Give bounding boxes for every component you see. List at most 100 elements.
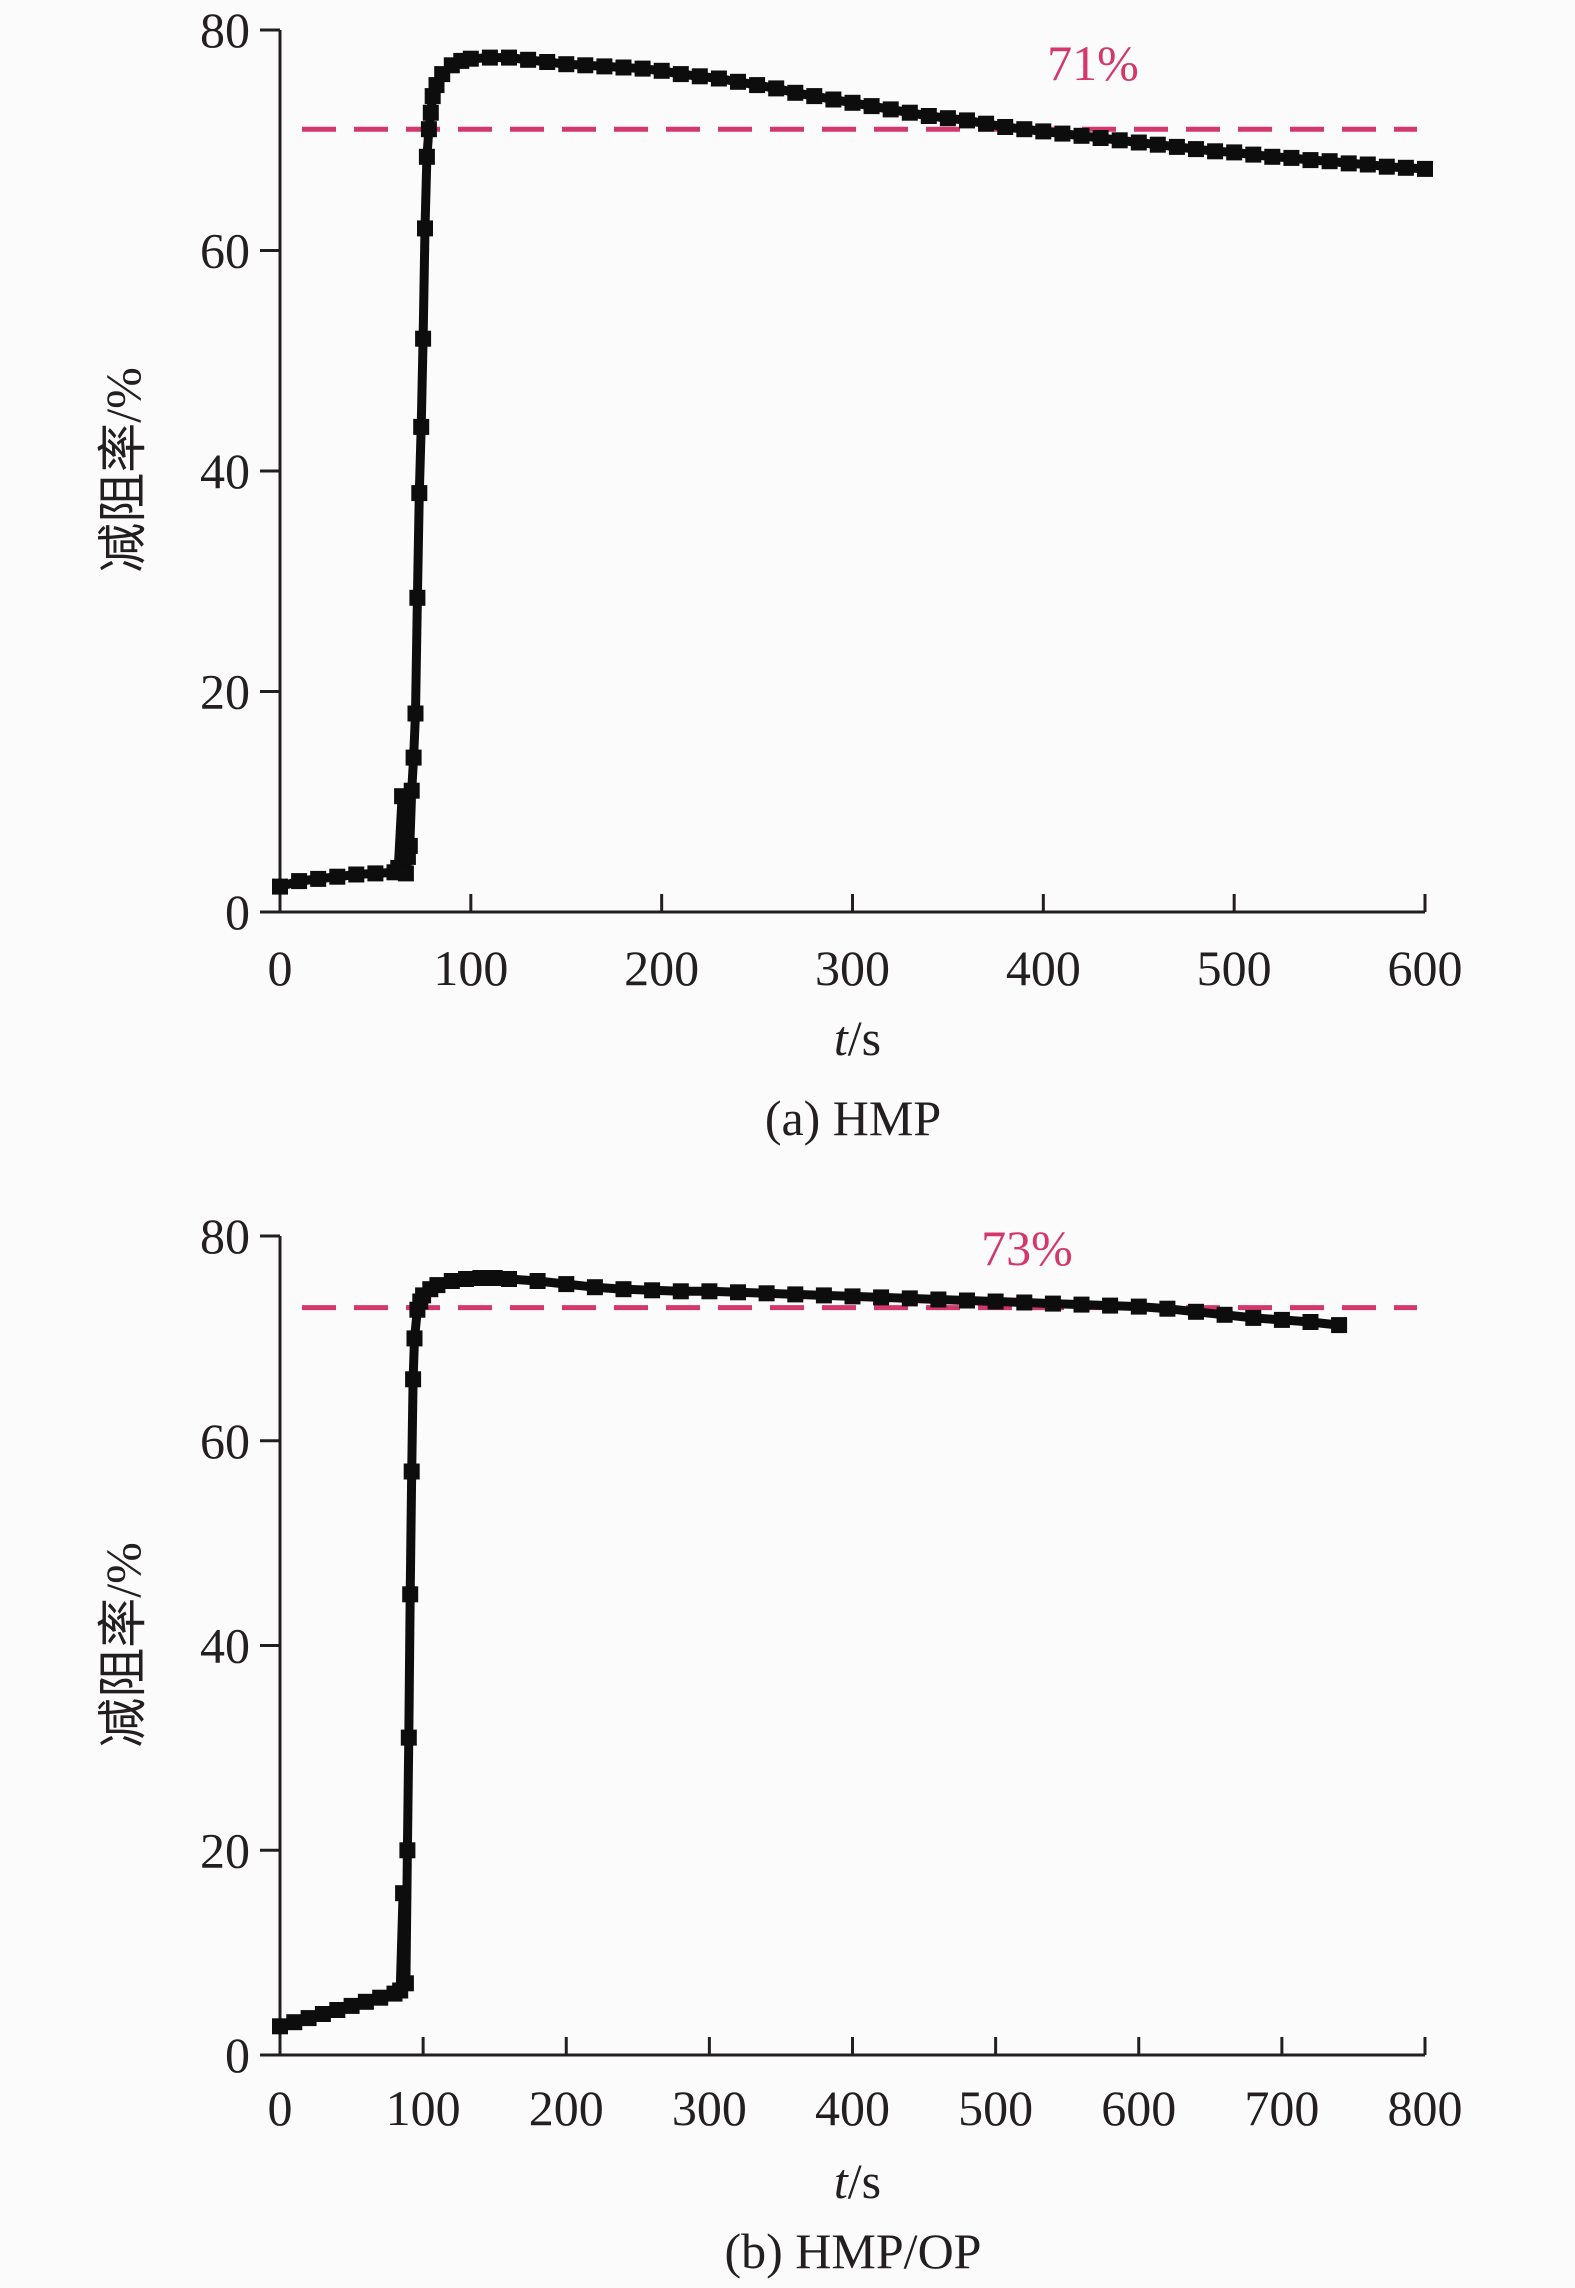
data-point <box>1245 146 1262 163</box>
data-point <box>873 1289 890 1306</box>
data-point <box>987 1293 1004 1310</box>
data-point <box>272 2018 288 2035</box>
x-tick-label: 500 <box>1197 940 1272 996</box>
data-point <box>558 56 575 73</box>
data-point <box>418 148 435 165</box>
data-point <box>272 878 288 895</box>
data-point <box>815 1287 832 1304</box>
data-point <box>901 1290 918 1307</box>
x-axis-title: t/s <box>834 2153 881 2209</box>
data-point <box>397 865 414 882</box>
x-axis-title-unit: /s <box>848 2153 881 2209</box>
data-point <box>291 873 308 890</box>
data-point <box>1378 158 1395 175</box>
chart-caption: (b) HMP/OP <box>725 2223 982 2279</box>
y-tick-label: 40 <box>200 443 250 499</box>
data-point <box>397 1975 414 1992</box>
x-tick-label: 500 <box>958 2080 1033 2136</box>
data-point <box>1216 1306 1233 1323</box>
data-point <box>529 1273 546 1289</box>
data-point <box>1016 121 1033 138</box>
data-point <box>1331 1317 1348 1334</box>
data-point <box>314 2006 331 2022</box>
data-point <box>1188 141 1204 158</box>
data-point <box>329 2002 346 2018</box>
data-point <box>1035 123 1052 140</box>
data-point <box>402 1586 419 1603</box>
data-point <box>882 101 899 118</box>
data-point <box>768 80 785 97</box>
x-tick-label: 600 <box>1101 2080 1176 2136</box>
y-tick-label: 0 <box>225 884 250 940</box>
y-tick-label: 20 <box>200 664 250 720</box>
data-point <box>420 121 437 138</box>
data-point <box>286 2014 303 2031</box>
reference-line-label: 73% <box>981 1220 1073 1276</box>
data-point <box>429 1277 446 1294</box>
data-point <box>1073 127 1090 144</box>
data-point <box>458 1271 475 1287</box>
data-point <box>310 870 327 887</box>
y-tick-label: 60 <box>200 223 250 279</box>
data-point <box>300 2010 317 2027</box>
data-point <box>1044 1295 1061 1312</box>
y-tick-label: 80 <box>200 1208 250 1264</box>
data-point <box>844 94 861 111</box>
data-point <box>672 66 689 83</box>
data-point <box>1159 1300 1176 1317</box>
data-point <box>539 54 556 70</box>
x-tick-label: 300 <box>815 940 890 996</box>
data-point <box>1273 1311 1290 1328</box>
data-point <box>959 112 975 129</box>
data-point <box>920 108 937 124</box>
x-tick-label: 700 <box>1244 2080 1319 2136</box>
data-point <box>586 1279 603 1296</box>
data-point <box>399 1842 416 1859</box>
x-tick-label: 300 <box>672 2080 747 2136</box>
data-point <box>672 1283 689 1300</box>
data-point <box>644 1282 661 1299</box>
data-point <box>930 1291 947 1308</box>
chart-panel-a: 0 20 40 60 80 0 100 200 300 400 500 600 减阻率/% t/s (a) … <box>95 2 1463 1146</box>
y-tick-label: 20 <box>200 1822 250 1878</box>
data-point <box>1283 149 1300 166</box>
data-point <box>357 1993 374 2010</box>
data-point <box>501 1271 517 1287</box>
data-point <box>367 865 384 882</box>
data-point <box>787 1286 804 1303</box>
data-point <box>997 119 1014 135</box>
data-point <box>577 57 594 74</box>
chart-caption: (a) HMP <box>765 1090 941 1146</box>
data-point <box>1207 143 1224 160</box>
data-point <box>1245 1309 1262 1326</box>
data-point <box>787 84 804 101</box>
data-point <box>615 59 632 76</box>
data-point <box>1130 1298 1147 1315</box>
x-axis-title-variable: t <box>834 1010 849 1066</box>
data-point <box>653 62 670 79</box>
data-point <box>1102 1297 1119 1314</box>
data-point <box>403 782 420 799</box>
data-point <box>1417 160 1433 177</box>
x-tick-label: 100 <box>433 940 508 996</box>
data-point <box>634 60 651 77</box>
data-point <box>730 1284 746 1301</box>
data-point <box>406 1330 423 1347</box>
data-point <box>596 58 613 75</box>
data-point <box>405 1371 422 1388</box>
x-tick-label: 600 <box>1388 940 1463 996</box>
data-point <box>411 485 428 502</box>
data-point <box>749 77 766 94</box>
data-point <box>401 837 418 854</box>
y-tick-label: 40 <box>200 1618 250 1674</box>
data-point <box>343 1997 360 2014</box>
data-point <box>615 1281 632 1298</box>
data-point <box>1226 144 1243 161</box>
data-point <box>825 91 842 108</box>
data-point <box>348 866 365 883</box>
data-point <box>443 1273 460 1289</box>
data-point <box>730 73 746 90</box>
reference-line-label: 71% <box>1047 35 1139 91</box>
